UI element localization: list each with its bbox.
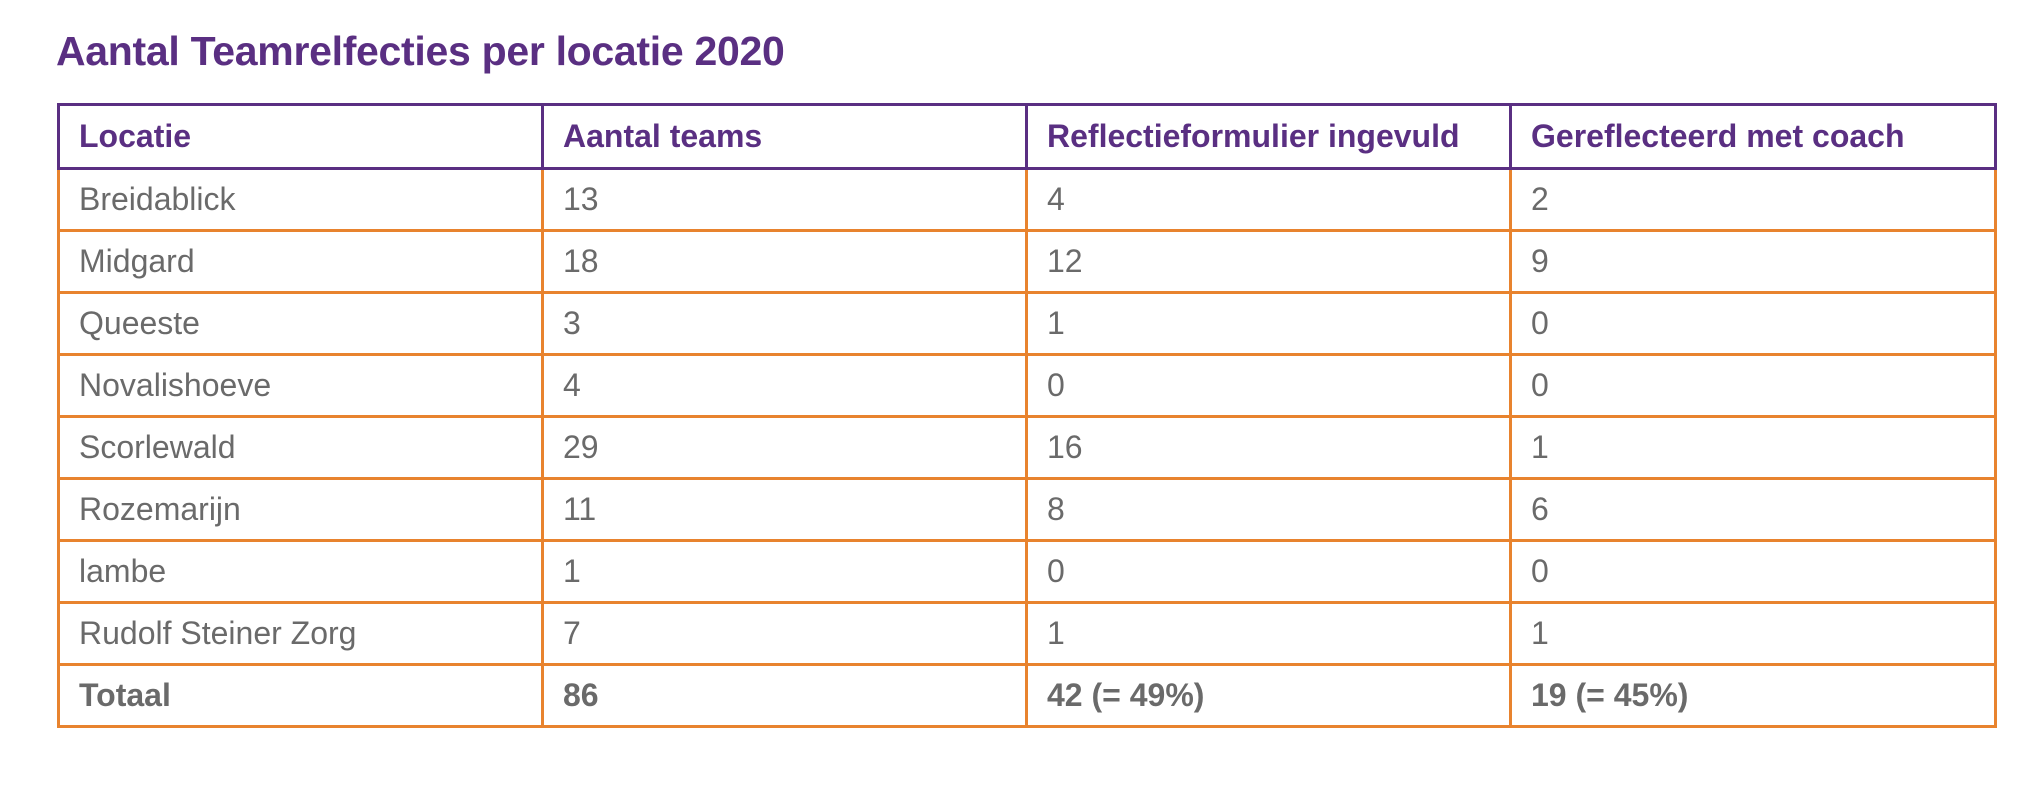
cell-aantal-teams: 1 — [541, 539, 1028, 604]
cell-locatie: Scorlewald — [57, 415, 544, 480]
cell-reflectieformulier: 8 — [1025, 477, 1512, 542]
cell-gereflecteerd: 0 — [1509, 539, 1997, 604]
cell-locatie: Rozemarijn — [57, 477, 544, 542]
table-title: Aantal Teamrelfecties per locatie 2020 — [56, 28, 785, 74]
cell-reflectieformulier: 1 — [1025, 291, 1512, 356]
table-row: Rudolf Steiner Zorg 7 1 1 — [57, 601, 1997, 666]
cell-reflectieformulier: 0 — [1025, 539, 1512, 604]
cell-aantal-teams: 11 — [541, 477, 1028, 542]
cell-locatie: Rudolf Steiner Zorg — [57, 601, 544, 666]
column-header-gereflecteerd: Gereflecteerd met coach — [1509, 103, 1997, 170]
table-row: lambe 1 0 0 — [57, 539, 1997, 604]
table-row: Novalishoeve 4 0 0 — [57, 353, 1997, 418]
table-total-row: Totaal 86 42 (= 49%) 19 (= 45%) — [57, 663, 1997, 728]
table-row: Breidablick 13 4 2 — [57, 167, 1997, 232]
cell-gereflecteerd: 1 — [1509, 415, 1997, 480]
cell-aantal-teams: 4 — [541, 353, 1028, 418]
cell-locatie: lambe — [57, 539, 544, 604]
cell-aantal-teams: 13 — [541, 167, 1028, 232]
cell-gereflecteerd: 1 — [1509, 601, 1997, 666]
column-header-locatie: Locatie — [57, 103, 544, 170]
table-row: Queeste 3 1 0 — [57, 291, 1997, 356]
cell-gereflecteerd: 9 — [1509, 229, 1997, 294]
cell-locatie: Midgard — [57, 229, 544, 294]
table-row: Scorlewald 29 16 1 — [57, 415, 1997, 480]
cell-reflectieformulier: 0 — [1025, 353, 1512, 418]
cell-locatie: Queeste — [57, 291, 544, 356]
column-header-aantal-teams: Aantal teams — [541, 103, 1028, 170]
cell-reflectieformulier: 12 — [1025, 229, 1512, 294]
cell-locatie: Novalishoeve — [57, 353, 544, 418]
teamreflecties-table: Locatie Aantal teams Reflectieformulier … — [57, 103, 1997, 728]
table-header-row: Locatie Aantal teams Reflectieformulier … — [57, 103, 1997, 170]
table-row: Rozemarijn 11 8 6 — [57, 477, 1997, 542]
cell-locatie: Breidablick — [57, 167, 544, 232]
cell-reflectieformulier: 4 — [1025, 167, 1512, 232]
cell-gereflecteerd: 6 — [1509, 477, 1997, 542]
total-reflectieformulier: 42 (= 49%) — [1025, 663, 1512, 728]
cell-aantal-teams: 18 — [541, 229, 1028, 294]
cell-reflectieformulier: 16 — [1025, 415, 1512, 480]
cell-gereflecteerd: 0 — [1509, 353, 1997, 418]
total-aantal-teams: 86 — [541, 663, 1028, 728]
cell-reflectieformulier: 1 — [1025, 601, 1512, 666]
cell-aantal-teams: 29 — [541, 415, 1028, 480]
total-label: Totaal — [57, 663, 544, 728]
cell-aantal-teams: 3 — [541, 291, 1028, 356]
cell-gereflecteerd: 0 — [1509, 291, 1997, 356]
column-header-reflectieformulier: Reflectieformulier ingevuld — [1025, 103, 1512, 170]
cell-gereflecteerd: 2 — [1509, 167, 1997, 232]
total-gereflecteerd: 19 (= 45%) — [1509, 663, 1997, 728]
cell-aantal-teams: 7 — [541, 601, 1028, 666]
table-row: Midgard 18 12 9 — [57, 229, 1997, 294]
